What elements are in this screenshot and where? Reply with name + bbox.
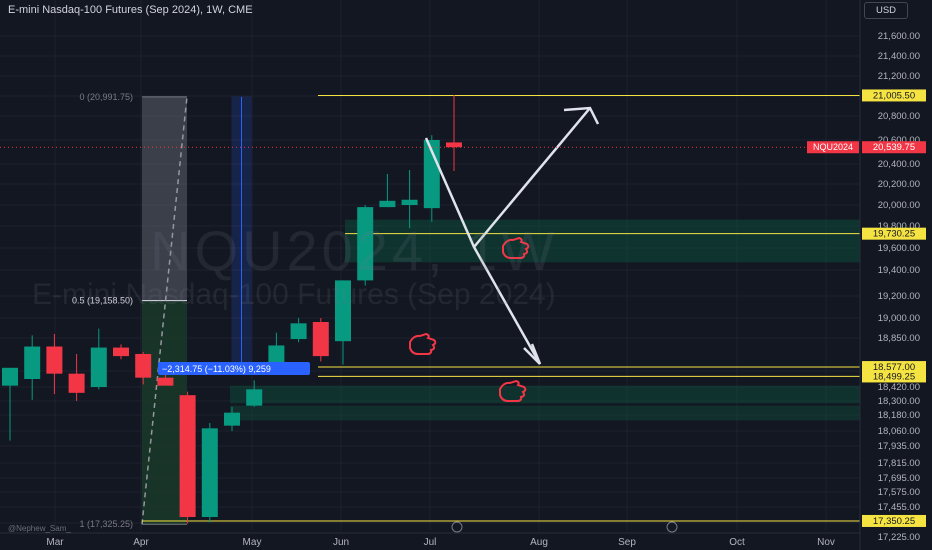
time-axis-tick: Mar bbox=[46, 537, 64, 548]
price-axis-tick: 19,400.00 bbox=[878, 265, 920, 276]
price-axis-tick: 18,300.00 bbox=[878, 396, 920, 407]
candle-down bbox=[446, 142, 462, 148]
candle-down bbox=[46, 346, 63, 374]
fib-bottom-label: 1 (17,325.25) bbox=[79, 519, 133, 529]
candle-up bbox=[201, 428, 218, 517]
price-axis-tick: 17,455.00 bbox=[878, 502, 920, 513]
hand-pointer-icon bbox=[502, 236, 530, 259]
last-price-label: 20,539.75 bbox=[873, 142, 915, 153]
price-axis-tick: 20,800.00 bbox=[878, 111, 920, 122]
price-axis-tick: 17,695.00 bbox=[878, 473, 920, 484]
supply-demand-zone bbox=[230, 405, 860, 421]
level-price-label: 18,499.25 bbox=[873, 371, 915, 382]
price-axis-tick: 19,600.00 bbox=[878, 243, 920, 254]
level-price-label: 17,350.25 bbox=[873, 516, 915, 527]
price-axis-tick: 20,400.00 bbox=[878, 159, 920, 170]
time-axis-tick: Aug bbox=[530, 537, 548, 548]
currency-button[interactable]: USD bbox=[864, 2, 908, 19]
measure-label: −2,314.75 (−11.03%) 9,259 bbox=[162, 364, 271, 374]
last-price-symbol: NQU2024 bbox=[813, 142, 853, 152]
last-price-tag bbox=[862, 141, 926, 154]
event-icon[interactable] bbox=[666, 521, 678, 533]
level-price-tag bbox=[862, 361, 926, 374]
time-axis-tick: Nov bbox=[817, 537, 835, 548]
price-axis-tick: 18,180.00 bbox=[878, 410, 920, 421]
candle-up bbox=[335, 280, 351, 342]
candle-up bbox=[290, 323, 307, 340]
level-price-label: 21,005.50 bbox=[873, 90, 915, 101]
price-axis-tick: 21,600.00 bbox=[878, 31, 920, 42]
candle-up bbox=[357, 207, 374, 281]
price-axis-tick: 18,420.00 bbox=[878, 382, 920, 393]
price-axis-tick: 17,815.00 bbox=[878, 458, 920, 469]
fib-upper-zone bbox=[142, 96, 187, 301]
level-price-label: 18,577.00 bbox=[873, 362, 915, 373]
candle-down bbox=[113, 347, 129, 357]
time-axis-tick: Jun bbox=[333, 537, 349, 548]
price-axis-tick: 17,935.00 bbox=[878, 441, 920, 452]
arrow-head-icon bbox=[523, 343, 542, 365]
price-axis-tick: 19,800.00 bbox=[878, 221, 920, 232]
symbol-watermark: NQU2024, 1W bbox=[150, 219, 559, 282]
arrow-head-icon bbox=[563, 106, 600, 125]
price-axis-tick: 18,850.00 bbox=[878, 333, 920, 344]
level-price-tag bbox=[862, 89, 926, 102]
candle-up bbox=[423, 140, 440, 209]
chart-title: E-mini Nasdaq-100 Futures (Sep 2024), 1W… bbox=[8, 4, 253, 16]
level-price-tag bbox=[862, 514, 926, 527]
price-axis-tick: 19,000.00 bbox=[878, 313, 920, 324]
price-axis-tick: 21,200.00 bbox=[878, 71, 920, 82]
candle-up bbox=[2, 367, 18, 386]
fib-mid-label: 0.5 (19,158.50) bbox=[72, 296, 133, 306]
level-price-label: 19,730.25 bbox=[873, 229, 915, 240]
candle-down bbox=[68, 373, 85, 393]
candle-up bbox=[401, 199, 418, 205]
candle-up bbox=[246, 389, 263, 406]
candle-up bbox=[24, 346, 41, 379]
supply-demand-zone bbox=[230, 385, 860, 404]
candle-up bbox=[90, 347, 107, 387]
measure-label-box bbox=[158, 362, 310, 375]
time-axis-tick: Jul bbox=[424, 537, 437, 548]
candle-up bbox=[379, 200, 396, 208]
author-credit: @Nephew_Sam_ bbox=[8, 524, 71, 533]
description-watermark: E-mini Nasdaq-100 Futures (Sep 2024) bbox=[32, 278, 556, 311]
last-price-symbol-tag bbox=[807, 141, 859, 154]
supply-demand-zone bbox=[345, 219, 860, 263]
candle-down bbox=[157, 377, 174, 386]
candle-down bbox=[179, 395, 196, 517]
fib-top-label: 0 (20,991.75) bbox=[79, 92, 133, 102]
level-price-tag bbox=[862, 227, 926, 240]
event-icon[interactable] bbox=[451, 521, 463, 533]
price-axis-tick: 20,600.00 bbox=[878, 135, 920, 146]
price-axis-tick: 20,200.00 bbox=[878, 179, 920, 190]
time-axis-tick: Sep bbox=[618, 537, 636, 548]
price-axis-tick: 17,225.00 bbox=[878, 532, 920, 543]
price-axis-tick: 20,000.00 bbox=[878, 200, 920, 211]
candle-up bbox=[224, 412, 240, 426]
projection-arrow-up bbox=[473, 107, 591, 248]
price-axis-tick: 21,400.00 bbox=[878, 51, 920, 62]
price-axis-tick: 19,200.00 bbox=[878, 291, 920, 302]
time-axis-background bbox=[0, 533, 860, 550]
hand-pointer-icon bbox=[499, 379, 527, 402]
candle-down bbox=[312, 322, 329, 357]
time-axis-tick: Apr bbox=[133, 537, 149, 548]
price-axis-tick: 17,575.00 bbox=[878, 487, 920, 498]
level-price-tag bbox=[862, 370, 926, 383]
candle-down bbox=[135, 353, 152, 378]
fib-lower-zone bbox=[142, 300, 187, 525]
time-axis-tick: Oct bbox=[729, 537, 745, 548]
time-axis-tick: May bbox=[243, 537, 262, 548]
hand-pointer-icon bbox=[409, 332, 437, 355]
price-axis-tick: 18,060.00 bbox=[878, 426, 920, 437]
